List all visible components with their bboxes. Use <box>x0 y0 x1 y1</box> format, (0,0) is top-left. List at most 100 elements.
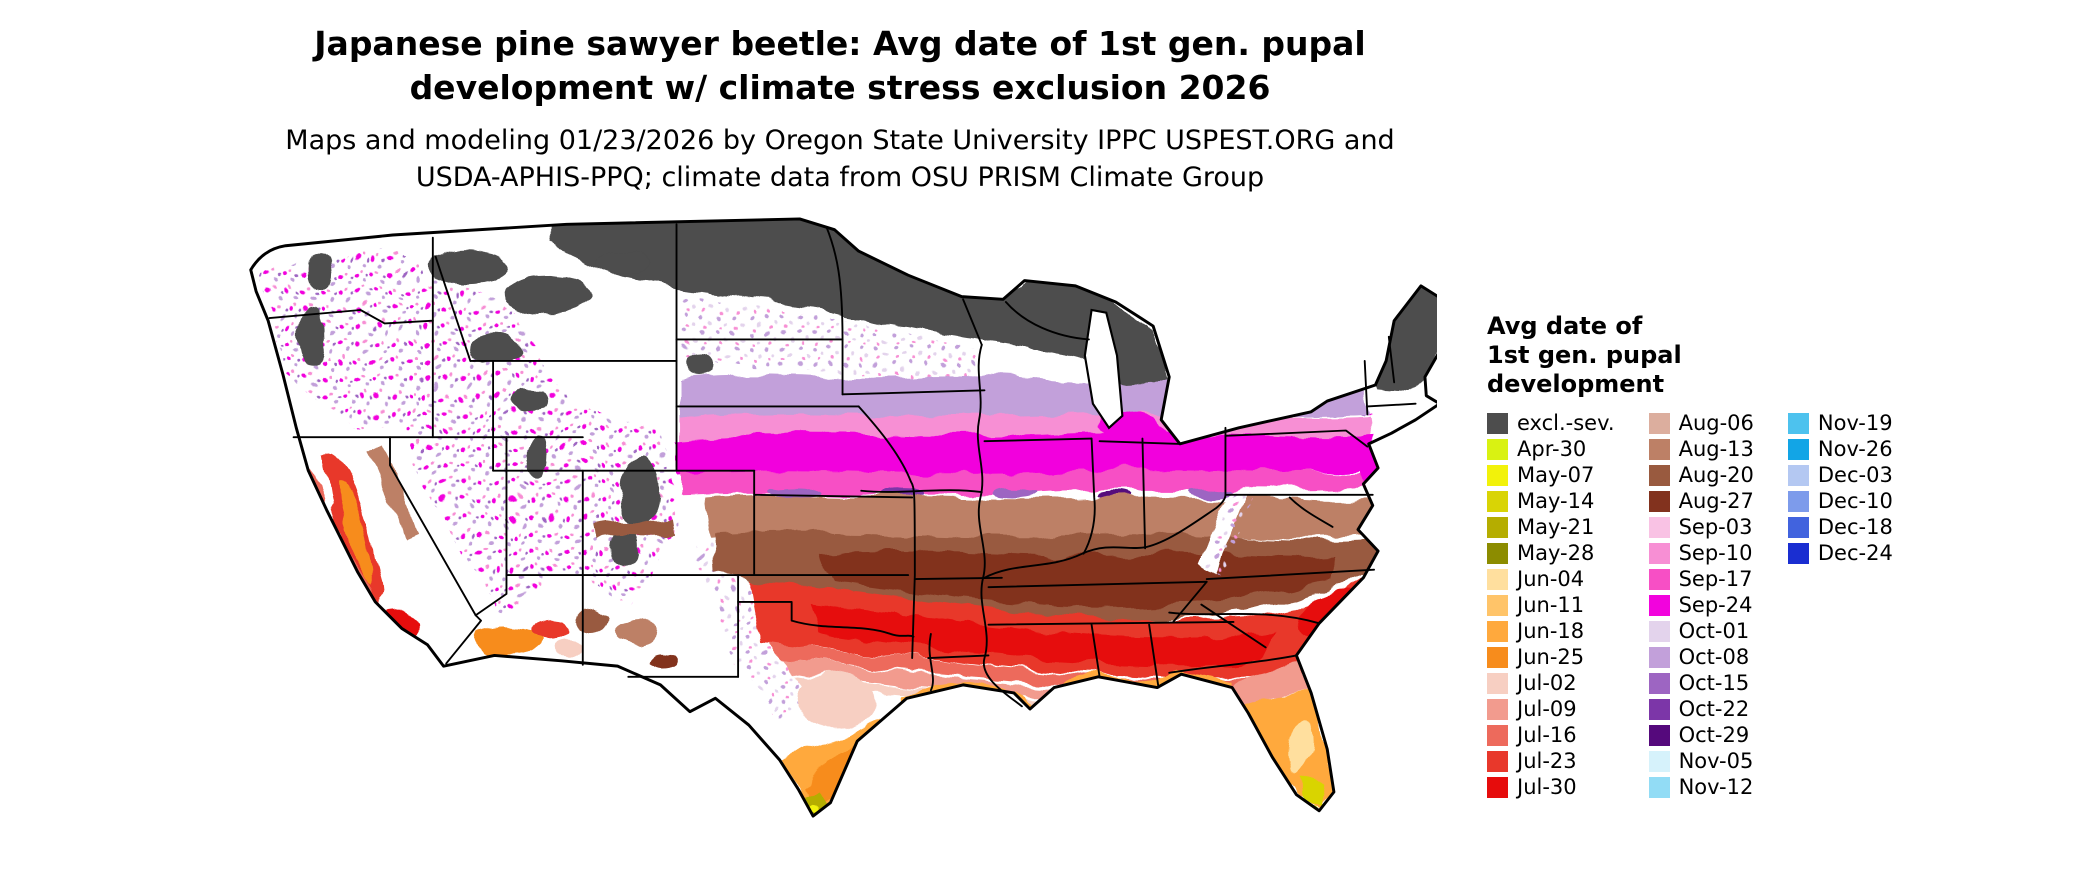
state-borders <box>268 223 1417 708</box>
legend-label: Nov-05 <box>1678 749 1754 774</box>
lake-michigan <box>1083 308 1124 430</box>
legend-swatch <box>1487 776 1508 798</box>
legend-swatch <box>1648 776 1670 798</box>
legend-label: Jul-23 <box>1517 749 1577 774</box>
legend-swatch <box>1648 490 1670 512</box>
legend-label: Dec-03 <box>1817 463 1893 488</box>
legend-title: Avg date of 1st gen. pupal development <box>1487 312 1927 398</box>
legend-item: Nov-19 <box>1787 410 1893 436</box>
legend-item: Nov-26 <box>1787 436 1893 462</box>
legend-label: Oct-22 <box>1678 697 1750 722</box>
legend-label: Jun-04 <box>1517 567 1585 592</box>
legend-item: Sep-24 <box>1648 592 1754 618</box>
legend-label: Jul-02 <box>1517 671 1577 696</box>
legend-item: Jul-16 <box>1487 722 1615 748</box>
legend-label: Aug-13 <box>1678 437 1754 462</box>
legend-swatch <box>1487 620 1508 642</box>
legend-label: Dec-24 <box>1817 541 1893 566</box>
map-subtitle-line1: Maps and modeling 01/23/2026 by Oregon S… <box>285 125 1395 157</box>
legend-swatch <box>1487 464 1508 486</box>
legend-label: Jul-09 <box>1517 697 1577 722</box>
legend-swatch <box>1787 438 1809 460</box>
legend-label: Sep-17 <box>1678 567 1753 592</box>
legend-title-line2: 1st gen. pupal <box>1487 340 1682 369</box>
legend-swatch <box>1787 542 1809 564</box>
legend-item: Oct-15 <box>1648 670 1754 696</box>
legend-item: Jun-25 <box>1487 644 1615 670</box>
legend-column-1: excl.-sev. Apr-30 May-07 May-14 May-21 May-28… <box>1487 410 1615 800</box>
legend-swatch <box>1648 412 1670 434</box>
legend-label: Jul-30 <box>1517 775 1577 800</box>
legend-item: May-14 <box>1487 488 1615 514</box>
legend-label: Jun-18 <box>1517 619 1585 644</box>
legend-item: Nov-05 <box>1648 748 1754 774</box>
us-outline <box>249 217 1437 818</box>
legend-item: Oct-22 <box>1648 696 1754 722</box>
legend-label: Dec-18 <box>1817 515 1893 540</box>
legend-swatch <box>1487 438 1508 460</box>
legend-item: excl.-sev. <box>1487 410 1615 436</box>
legend-item: Jul-23 <box>1487 748 1615 774</box>
legend-swatch <box>1787 412 1809 434</box>
legend-swatch <box>1487 568 1508 590</box>
legend-label: Nov-26 <box>1817 437 1893 462</box>
legend-label: Aug-06 <box>1678 411 1754 436</box>
legend-item: Jul-02 <box>1487 670 1615 696</box>
legend-item: Dec-10 <box>1787 488 1893 514</box>
map-title-line1: Japanese pine sawyer beetle: Avg date of… <box>314 24 1366 63</box>
legend-label: May-14 <box>1517 489 1595 514</box>
legend-swatch <box>1648 620 1670 642</box>
legend-column-2: Aug-06 Aug-13 Aug-20 Aug-27 Sep-03 Sep-10 Sep-… <box>1648 410 1754 800</box>
legend-swatch <box>1648 672 1670 694</box>
legend-label: Apr-30 <box>1517 437 1587 462</box>
legend-item: Dec-24 <box>1787 540 1893 566</box>
legend-label: Oct-01 <box>1678 619 1750 644</box>
legend-item: Nov-12 <box>1648 774 1754 800</box>
legend-item: Aug-20 <box>1648 462 1754 488</box>
legend-title-line1: Avg date of <box>1487 312 1643 340</box>
legend-title-line3: development <box>1487 369 1665 398</box>
legend-swatch <box>1487 698 1508 720</box>
legend-item: Jun-18 <box>1487 618 1615 644</box>
legend-swatch <box>1787 490 1809 512</box>
legend-item: Aug-27 <box>1648 488 1754 514</box>
legend-item: Oct-01 <box>1648 618 1754 644</box>
legend-label: Oct-15 <box>1678 671 1750 696</box>
map-subtitle: Maps and modeling 01/23/2026 by Oregon S… <box>0 123 1680 196</box>
legend-label: May-21 <box>1517 515 1595 540</box>
legend-swatch <box>1648 698 1670 720</box>
legend-item: Aug-13 <box>1648 436 1754 462</box>
us-map <box>232 216 1437 886</box>
legend-item: Dec-18 <box>1787 514 1893 540</box>
legend-swatch <box>1487 594 1508 616</box>
legend-swatch <box>1648 568 1670 590</box>
header: Japanese pine sawyer beetle: Avg date of… <box>0 22 1680 196</box>
legend-item: Sep-17 <box>1648 566 1754 592</box>
legend-swatch <box>1648 464 1670 486</box>
legend: Avg date of 1st gen. pupal development e… <box>1487 312 1927 800</box>
legend-columns: excl.-sev. Apr-30 May-07 May-14 May-21 May-28… <box>1487 410 1927 800</box>
legend-swatch <box>1648 646 1670 668</box>
legend-label: Sep-03 <box>1678 515 1753 540</box>
legend-item: Jun-11 <box>1487 592 1615 618</box>
legend-label: Jun-11 <box>1517 593 1585 618</box>
legend-swatch <box>1648 594 1670 616</box>
legend-swatch <box>1487 724 1508 746</box>
legend-item: Oct-29 <box>1648 722 1754 748</box>
map-title: Japanese pine sawyer beetle: Avg date of… <box>0 22 1680 109</box>
legend-item: Jul-30 <box>1487 774 1615 800</box>
legend-item: Dec-03 <box>1787 462 1893 488</box>
map-subtitle-line2: USDA-APHIS-PPQ; climate data from OSU PR… <box>415 161 1265 193</box>
legend-swatch <box>1648 438 1670 460</box>
legend-label: Nov-19 <box>1817 411 1893 436</box>
legend-label: May-07 <box>1517 463 1595 488</box>
legend-label: Sep-10 <box>1678 541 1753 566</box>
legend-item: Jun-04 <box>1487 566 1615 592</box>
legend-label: Oct-29 <box>1678 723 1750 748</box>
legend-item: Aug-06 <box>1648 410 1754 436</box>
legend-swatch <box>1487 490 1508 512</box>
legend-item: Jul-09 <box>1487 696 1615 722</box>
legend-label: excl.-sev. <box>1517 411 1615 436</box>
legend-label: Sep-24 <box>1678 593 1753 618</box>
legend-swatch <box>1487 516 1508 538</box>
